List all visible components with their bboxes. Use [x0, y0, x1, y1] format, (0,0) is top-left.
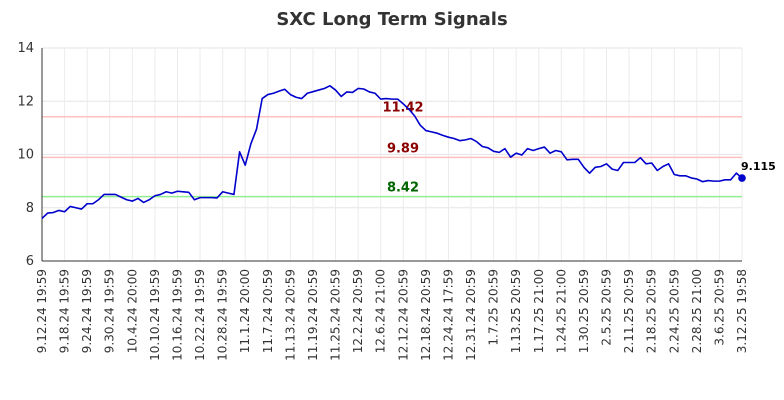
x-tick-label: 9.18.24 19:59 — [58, 269, 72, 353]
x-tick-label: 1.7.25 20:59 — [487, 269, 501, 346]
y-tick-label: 12 — [17, 94, 34, 109]
series: 9.115 — [41, 85, 776, 219]
x-tick-label: 9.30.24 19:59 — [103, 269, 117, 353]
x-tick-label: 3.12.25 19:58 — [735, 269, 749, 353]
y-tick-label: 14 — [17, 41, 34, 56]
x-tick-label: 12.24.24 17:59 — [441, 269, 455, 361]
x-tick-label: 9.24.24 19:59 — [80, 269, 94, 353]
x-tick-label: 10.10.24 19:59 — [148, 269, 162, 361]
x-tick-label: 2.28.25 21:00 — [690, 269, 704, 353]
signal-level-label: 8.42 — [387, 181, 419, 196]
x-axis: 9.12.24 19:59 9.18.24 19:59 9.24.24 19:59 9… — [35, 260, 749, 361]
x-tick-label: 10.28.24 19:59 — [216, 269, 230, 361]
x-tick-label: 10.16.24 19:59 — [170, 269, 184, 361]
y-tick-label: 10 — [17, 148, 34, 163]
x-tick-label: 12.31.24 20:59 — [464, 269, 478, 361]
x-tick-label: 2.24.25 20:59 — [667, 269, 681, 353]
x-tick-label: 2.5.25 20:59 — [600, 269, 614, 346]
y-axis: 6 8 10 12 14 — [17, 41, 43, 269]
x-tick-label: 3.6.25 20:59 — [712, 269, 726, 346]
x-tick-label: 10.22.24 19:59 — [193, 269, 207, 361]
x-tick-label: 12.6.24 21:00 — [374, 269, 388, 353]
x-tick-label: 11.7.24 20:59 — [261, 269, 275, 353]
x-tick-label: 12.18.24 20:59 — [419, 269, 433, 361]
x-tick-label: 1.24.25 21:00 — [554, 269, 568, 353]
signal-level-label: 9.89 — [387, 141, 419, 156]
x-tick-label: 1.30.25 20:59 — [577, 269, 591, 353]
x-tick-label: 11.1.24 20:00 — [238, 269, 252, 353]
y-tick-label: 8 — [26, 201, 34, 216]
x-tick-label: 1.17.25 21:00 — [532, 269, 546, 353]
signal-levels: 11.42 9.89 8.42 — [42, 101, 742, 198]
x-tick-label: 12.12.24 20:59 — [396, 269, 410, 361]
last-value-marker — [738, 174, 746, 182]
price-line — [41, 85, 743, 219]
x-tick-label: 11.19.24 20:59 — [306, 269, 320, 361]
x-tick-label: 11.25.24 20:59 — [329, 269, 343, 361]
x-tick-label: 12.2.24 20:59 — [351, 269, 365, 353]
chart-title: SXC Long Term Signals — [276, 9, 507, 30]
x-tick-label: 10.4.24 20:00 — [125, 269, 139, 353]
signal-level-label: 11.42 — [382, 101, 423, 116]
x-tick-label: 1.13.25 20:59 — [509, 269, 523, 353]
last-value-label: 9.115 — [741, 160, 776, 173]
x-tick-label: 11.13.24 20:59 — [283, 269, 297, 361]
y-tick-label: 6 — [26, 254, 34, 269]
x-tick-label: 9.12.24 19:59 — [35, 269, 49, 353]
x-tick-label: 2.18.25 20:59 — [645, 269, 659, 353]
x-tick-label: 2.11.25 20:59 — [622, 269, 636, 353]
